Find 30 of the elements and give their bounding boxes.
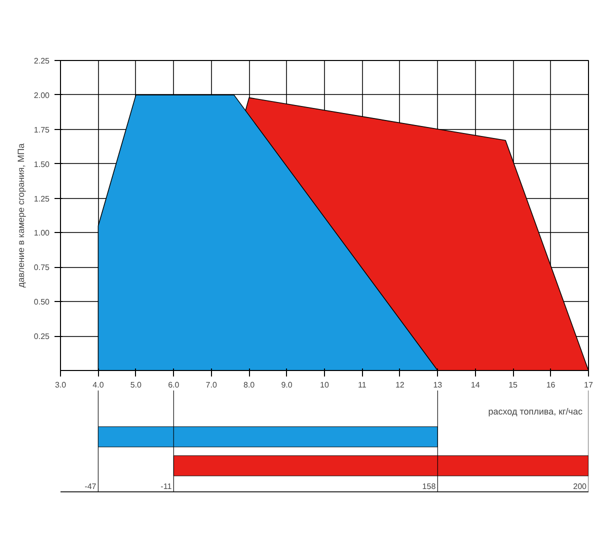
x-tick-label: 5.0	[130, 380, 142, 390]
text: 200	[573, 482, 588, 491]
y-tick-label: 0.25	[34, 332, 50, 342]
text: -47	[84, 482, 97, 491]
x-tick-label: 8.0	[244, 380, 256, 390]
y-tick-label: 0.75	[34, 263, 50, 272]
x-tick-label: 12	[395, 380, 405, 390]
x-tick-label: 9.0	[281, 380, 293, 390]
x-tick-label: 7.0	[206, 380, 218, 390]
x-tick-label: 4.0	[92, 380, 104, 390]
x-tick-label: 16	[546, 380, 556, 390]
y-tick-label: 1.75	[34, 125, 50, 134]
x-axis-title: расход топлива, кг/час	[488, 406, 583, 417]
y-tick-label: 1.00	[34, 228, 50, 238]
y-tick-label: 1.25	[34, 194, 50, 204]
text: -11	[160, 482, 172, 491]
y-tick-label: 2.25	[34, 56, 50, 66]
x-tick-label: 15	[508, 380, 518, 390]
x-tick-label: 3.0	[54, 380, 67, 390]
x-tick-label: 11	[358, 380, 367, 390]
x-tick-label: 6.0	[168, 380, 180, 390]
x-tick-label: 10	[320, 380, 330, 390]
x-tick-label: 13	[433, 380, 443, 390]
x-tick-label: 14	[470, 380, 480, 390]
y-tick-label: 2.00	[34, 90, 50, 100]
x-tick-label: 17	[584, 380, 594, 390]
y-axis-title: давление в камере сгорания, МПа	[16, 143, 26, 288]
y-tick-label: 0.50	[34, 298, 50, 307]
text: 158	[422, 482, 436, 491]
y-tick-label: 1.50	[34, 160, 50, 169]
